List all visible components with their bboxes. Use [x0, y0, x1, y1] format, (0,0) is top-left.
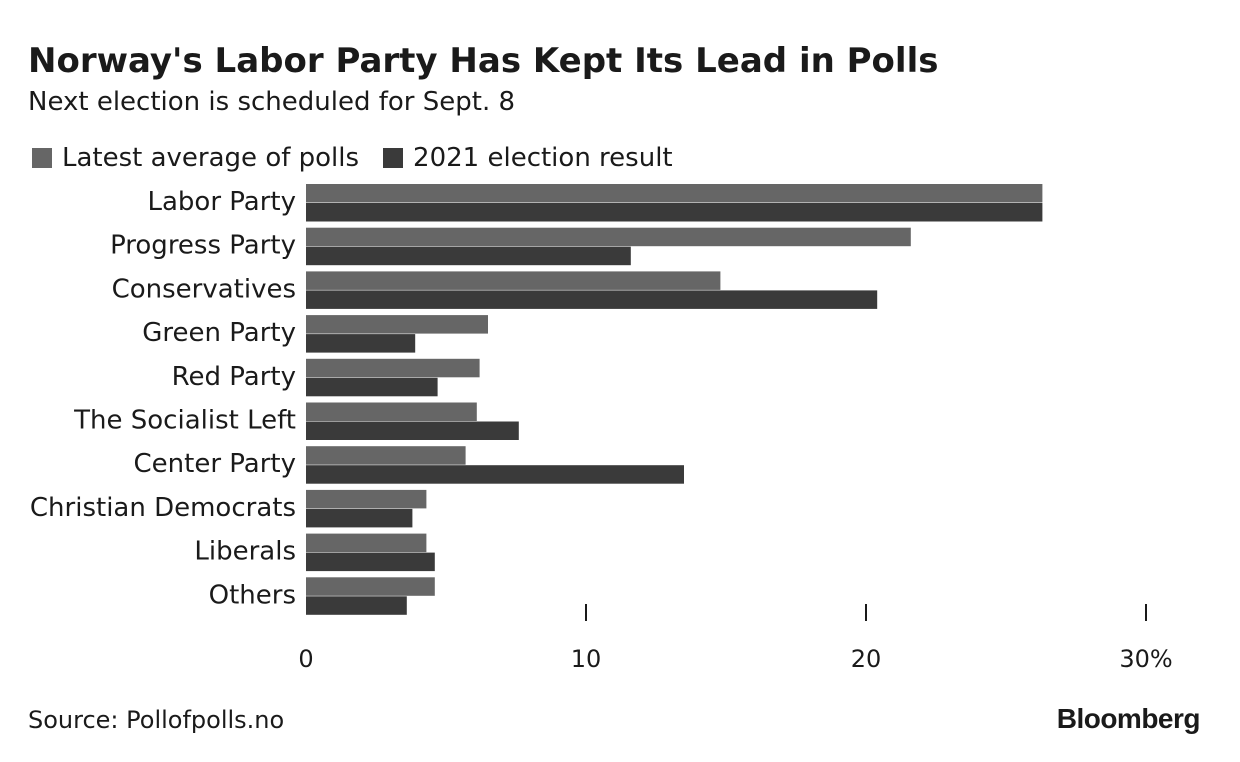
- x-tick-label-0: 0: [298, 645, 313, 673]
- category-label-the-socialist-left: The Socialist Left: [73, 406, 296, 436]
- bar-the-socialist-left-latest-polls: [306, 402, 477, 421]
- bar-red-party-election-result: [306, 377, 438, 397]
- bars: [306, 184, 1043, 615]
- legend-swatch-latest-polls: [32, 148, 52, 168]
- x-axis-tick-labels: 0 10 20 30%: [298, 645, 1172, 673]
- bar-conservatives-latest-polls: [306, 271, 721, 290]
- legend-item-election-result: 2021 election result: [383, 143, 673, 173]
- bar-red-party-latest-polls: [306, 358, 480, 378]
- bar-center-party-election-result: [306, 465, 684, 484]
- bar-christian-democrats-election-result: [306, 508, 413, 528]
- category-label-christian-democrats: Christian Democrats: [30, 493, 296, 523]
- category-label-liberals: Liberals: [194, 537, 296, 567]
- bar-christian-democrats-latest-polls: [306, 489, 427, 509]
- bar-conservatives-election-result: [306, 290, 878, 309]
- bar-green-party-election-result: [306, 334, 416, 353]
- bar-labor-party-election-result: [306, 203, 1043, 222]
- x-tick-label-20: 20: [851, 645, 882, 673]
- legend-label-latest-polls: Latest average of polls: [62, 143, 360, 173]
- bar-green-party-latest-polls: [306, 315, 488, 334]
- bloomberg-logo: Bloomberg: [1056, 703, 1201, 734]
- category-label-others: Others: [209, 580, 296, 610]
- bar-labor-party-latest-polls: [306, 184, 1043, 203]
- bar-liberals-latest-polls: [306, 533, 427, 553]
- source-note: Source: Pollofpolls.no: [28, 706, 285, 734]
- x-axis-ticks: [585, 604, 1147, 621]
- chart-title: Norway's Labor Party Has Kept Its Lead i…: [28, 41, 939, 81]
- legend-item-latest-polls: Latest average of polls: [32, 143, 359, 173]
- category-label-red-party: Red Party: [172, 362, 296, 392]
- bar-progress-party-election-result: [306, 246, 631, 266]
- bar-the-socialist-left-election-result: [306, 421, 519, 440]
- bar-others-latest-polls: [306, 577, 435, 596]
- category-label-progress-party: Progress Party: [110, 231, 296, 261]
- category-label-conservatives: Conservatives: [112, 274, 296, 304]
- category-label-center-party: Center Party: [134, 449, 297, 479]
- x-tick-label-30: 30%: [1119, 645, 1172, 673]
- legend-swatch-election-result: [383, 148, 404, 168]
- x-tick-label-10: 10: [571, 645, 602, 673]
- category-label-labor-party: Labor Party: [148, 187, 297, 217]
- chart-subtitle: Next election is scheduled for Sept. 8: [28, 87, 516, 117]
- category-labels: Labor Party Progress Party Conservatives Gr…: [30, 187, 296, 610]
- legend: Latest average of polls 2021 election re…: [32, 140, 697, 176]
- bar-liberals-election-result: [306, 552, 435, 572]
- bar-progress-party-latest-polls: [306, 227, 911, 247]
- bar-center-party-latest-polls: [306, 446, 466, 465]
- bar-others-election-result: [306, 596, 407, 615]
- legend-label-election-result: 2021 election result: [413, 143, 673, 173]
- category-label-green-party: Green Party: [142, 318, 296, 348]
